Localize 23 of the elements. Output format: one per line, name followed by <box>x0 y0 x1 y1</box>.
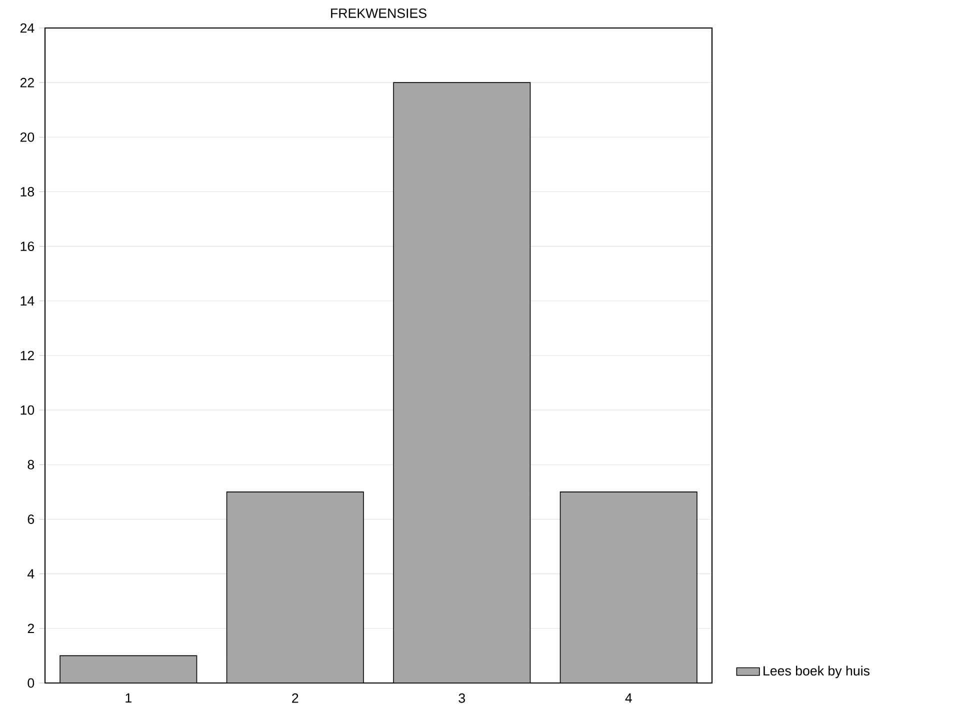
bar <box>226 492 364 683</box>
x-tick-label: 4 <box>625 693 632 703</box>
y-tick-label: 16 <box>20 242 34 252</box>
y-tick-label: 24 <box>20 23 34 33</box>
y-tick-label: 18 <box>20 187 34 196</box>
x-tick-label: 3 <box>458 693 466 703</box>
y-tick-label: 4 <box>28 569 34 578</box>
legend-label: Lees boek by huis <box>764 666 870 678</box>
x-tick-label: 2 <box>292 693 298 703</box>
y-tick-label: 14 <box>20 296 34 306</box>
bar <box>560 492 698 683</box>
y-tick-label: 8 <box>28 460 34 470</box>
bar <box>394 82 530 683</box>
y-tick-label: 0 <box>28 678 34 688</box>
y-tick-label: 6 <box>28 514 34 524</box>
x-tick-label: 1 <box>126 693 132 703</box>
y-tick-label: 22 <box>20 78 34 88</box>
y-tick-label: 20 <box>20 132 34 142</box>
y-tick-label: 2 <box>28 624 34 634</box>
bar <box>60 656 197 683</box>
y-tick-label: 10 <box>20 405 34 415</box>
y-tick-label: 12 <box>20 350 34 360</box>
chart-title: FREKWENSIES <box>331 8 426 18</box>
